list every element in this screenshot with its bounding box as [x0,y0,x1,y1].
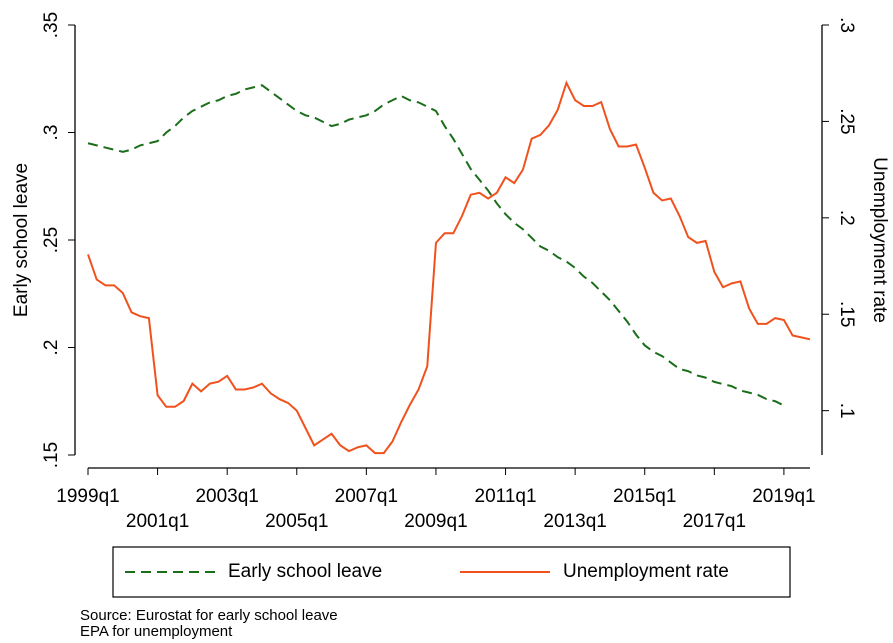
y-tick-label: .3 [41,125,62,141]
x-tick-label: 2007q1 [335,486,398,507]
y2-tick-label: .2 [836,210,857,226]
y-tick-label: .35 [41,12,62,38]
y2-axis-title: Unemployment rate [869,157,890,323]
x-tick-label: 2005q1 [265,511,328,532]
y2-tick-label: .1 [836,403,857,419]
y-axis-title: Early school leave [11,163,32,317]
legend-box [112,546,791,598]
x-tick-label: 1999q1 [56,486,119,507]
x-tick-label: 2011q1 [475,486,537,507]
y2-tick-label: .3 [836,17,857,33]
x-tick-label: 2019q1 [752,486,815,507]
y-tick-label: .2 [41,340,62,356]
series-line [87,80,811,455]
x-tick-label: 2001q1 [126,511,189,532]
legend-label: Early school leave [228,561,382,582]
note: EPA for unemployment [80,623,233,640]
y-tick-label: .25 [41,227,62,253]
note: Source: Eurostat for early school leave [80,607,338,624]
x-tick-label: 2003q1 [195,486,258,507]
x-tick-label: 2009q1 [404,511,467,532]
x-tick-label: 2013q1 [543,511,606,532]
x-tick-label: 2015q1 [613,486,676,507]
series-line [87,84,785,407]
y2-tick-label: .15 [836,301,857,327]
y2-tick-label: .25 [836,108,857,134]
y-tick-label: .15 [41,442,62,468]
x-tick-label: 2017q1 [683,511,746,532]
legend-label: Unemployment rate [563,561,729,582]
